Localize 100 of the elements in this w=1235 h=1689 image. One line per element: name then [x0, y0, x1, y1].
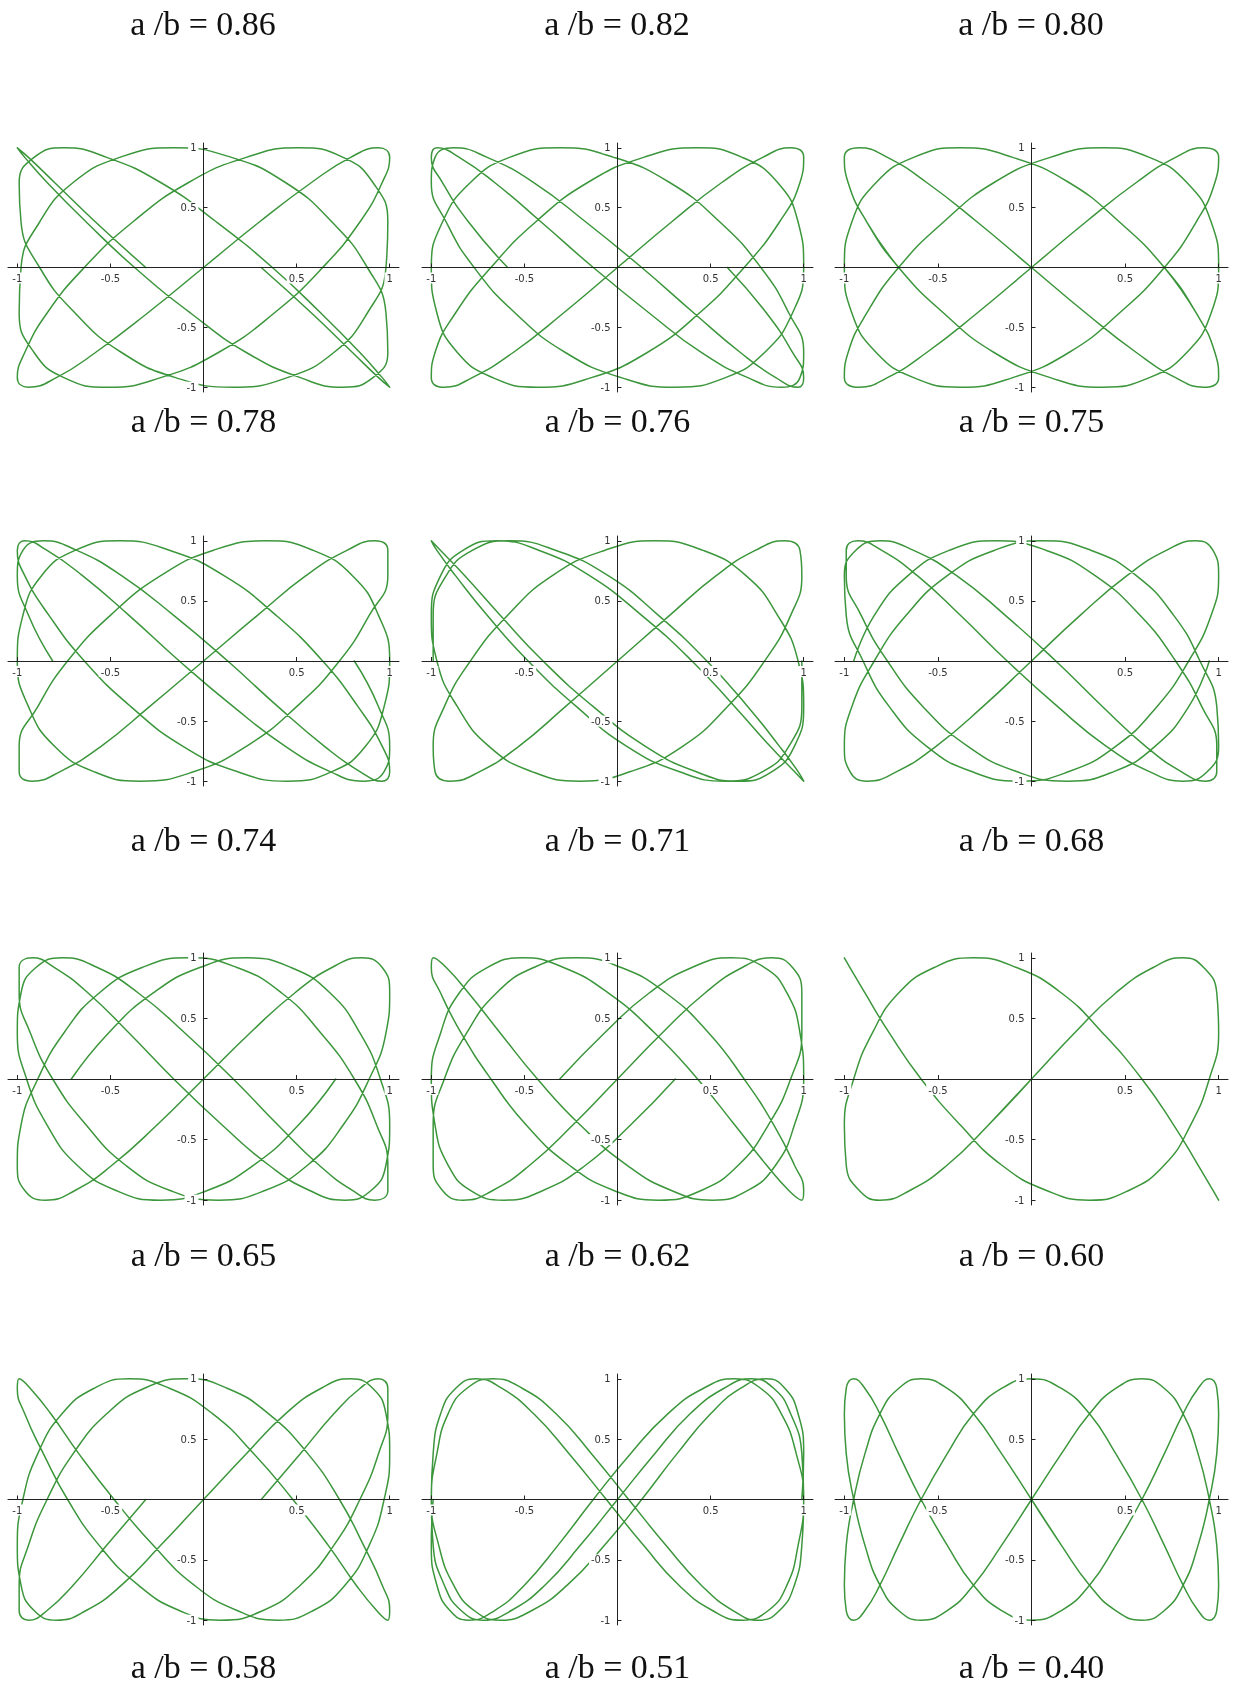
y-tick-label: 1	[1018, 535, 1025, 547]
text: a /b = 0.80	[958, 4, 1104, 42]
x-tick-label: 0.5	[288, 1505, 305, 1516]
text: a /b = 0.78	[130, 401, 277, 439]
x-tick-label: -0.5	[100, 1084, 121, 1096]
y-tick-label: -0.5	[176, 1134, 197, 1146]
x-tick-label: -1	[839, 1505, 850, 1516]
y-tick-label: -0.5	[176, 1554, 197, 1566]
x-tick-label: -0.5	[514, 273, 535, 284]
y-tick-label: 0.5	[180, 595, 197, 607]
y-tick-label: 0.5	[1008, 595, 1025, 607]
y-tick-label: -1	[1014, 381, 1025, 393]
y-tick-label: 1	[1018, 1373, 1025, 1385]
x-tick-label: -0.5	[928, 1084, 948, 1096]
x-tick-label: 1	[386, 666, 393, 678]
y-tick-label: 1	[604, 535, 611, 547]
y-tick-label: -0.5	[1004, 1134, 1025, 1146]
y-tick-label: 0.5	[594, 1433, 611, 1445]
text: a /b = 0.65	[130, 1235, 277, 1273]
x-tick-label: -1	[426, 1505, 437, 1516]
x-tick-label: -0.5	[514, 666, 535, 678]
x-tick-label: -0.5	[928, 666, 948, 678]
y-tick-label: -1	[600, 775, 611, 787]
y-tick-label: 1	[1018, 142, 1025, 154]
x-tick-label: 0.5	[702, 1505, 719, 1516]
y-tick-label: -0.5	[590, 321, 611, 333]
x-tick-label: 0.5	[702, 273, 719, 284]
y-tick-label: 0.5	[1008, 202, 1025, 214]
y-tick-label: -1	[600, 1194, 611, 1206]
y-tick-label: 1	[604, 142, 611, 154]
text: a /b = 0.58	[130, 1647, 277, 1685]
y-tick-label: -1	[186, 1614, 197, 1626]
y-tick-label: -1	[600, 381, 611, 393]
y-tick-label: -1	[1014, 1614, 1025, 1626]
x-tick-label: 1	[800, 1084, 807, 1096]
x-tick-label: -1	[839, 666, 850, 678]
y-tick-label: -1	[186, 381, 197, 393]
x-tick-label: -1	[12, 666, 23, 678]
y-tick-label: 0.5	[594, 595, 611, 607]
y-tick-label: 0.5	[180, 202, 197, 214]
x-tick-label: 0.5	[288, 666, 305, 678]
text: a /b = 0.86	[130, 4, 276, 42]
x-tick-label: 0.5	[288, 273, 305, 284]
y-tick-label: -0.5	[590, 1134, 611, 1146]
text: a /b = 0.74	[130, 820, 277, 858]
x-tick-label: -1	[426, 273, 437, 284]
text: a /b = 0.68	[958, 820, 1105, 858]
text: a /b = 0.60	[958, 1235, 1105, 1273]
x-tick-label: 0.5	[1117, 273, 1134, 284]
x-tick-label: 1	[1215, 666, 1222, 678]
x-tick-label: 1	[800, 1505, 807, 1516]
x-tick-label: -1	[12, 1505, 23, 1516]
y-tick-label: 0.5	[594, 202, 611, 214]
y-tick-label: -0.5	[590, 1554, 611, 1566]
text: a /b = 0.62	[544, 1235, 691, 1273]
y-tick-label: 0.5	[180, 1012, 197, 1024]
x-tick-label: 0.5	[1117, 1505, 1134, 1516]
x-tick-label: -1	[839, 1084, 850, 1096]
x-tick-label: -1	[12, 1084, 23, 1096]
x-tick-label: 1	[1215, 1084, 1222, 1096]
y-tick-label: -1	[600, 1614, 611, 1626]
y-tick-label: -0.5	[1004, 321, 1025, 333]
x-tick-label: -1	[12, 273, 23, 284]
y-tick-label: 0.5	[180, 1433, 197, 1445]
y-tick-label: 1	[190, 535, 197, 547]
y-tick-label: 0.5	[1008, 1012, 1025, 1024]
y-tick-label: 1	[190, 952, 197, 964]
text: a /b = 0.75	[958, 401, 1105, 439]
x-tick-label: -0.5	[100, 666, 121, 678]
x-tick-label: 1	[800, 273, 807, 284]
text: a /b = 0.40	[958, 1647, 1105, 1685]
y-tick-label: -0.5	[176, 715, 197, 727]
x-tick-label: 1	[800, 666, 807, 678]
text: a /b = 0.82	[544, 4, 690, 42]
y-tick-label: -1	[1014, 1194, 1025, 1206]
y-tick-label: 1	[604, 952, 611, 964]
y-tick-label: -0.5	[176, 321, 197, 333]
y-tick-label: 1	[190, 142, 197, 154]
y-tick-label: -1	[186, 775, 197, 787]
x-tick-label: -0.5	[928, 1505, 948, 1516]
x-tick-label: 0.5	[1117, 666, 1134, 678]
y-tick-label: -0.5	[1004, 1554, 1025, 1566]
x-tick-label: 0.5	[702, 1084, 719, 1096]
x-tick-label: 0.5	[288, 1084, 305, 1096]
x-tick-label: 1	[386, 273, 393, 284]
x-tick-label: -0.5	[514, 1505, 535, 1516]
x-tick-label: 1	[1215, 273, 1222, 284]
text: a /b = 0.76	[544, 401, 691, 439]
y-tick-label: 0.5	[1008, 1433, 1025, 1445]
x-tick-label: 1	[1215, 1505, 1222, 1516]
y-tick-label: -0.5	[1004, 715, 1025, 727]
y-tick-label: 1	[604, 1373, 611, 1385]
x-tick-label: -1	[426, 666, 437, 678]
x-tick-label: -0.5	[100, 1505, 121, 1516]
x-tick-label: -1	[839, 273, 850, 284]
x-tick-label: -1	[426, 1084, 437, 1096]
y-tick-label: -1	[1014, 775, 1025, 787]
x-tick-label: 1	[386, 1084, 393, 1096]
x-tick-label: 0.5	[702, 666, 719, 678]
text: a /b = 0.71	[544, 820, 691, 858]
